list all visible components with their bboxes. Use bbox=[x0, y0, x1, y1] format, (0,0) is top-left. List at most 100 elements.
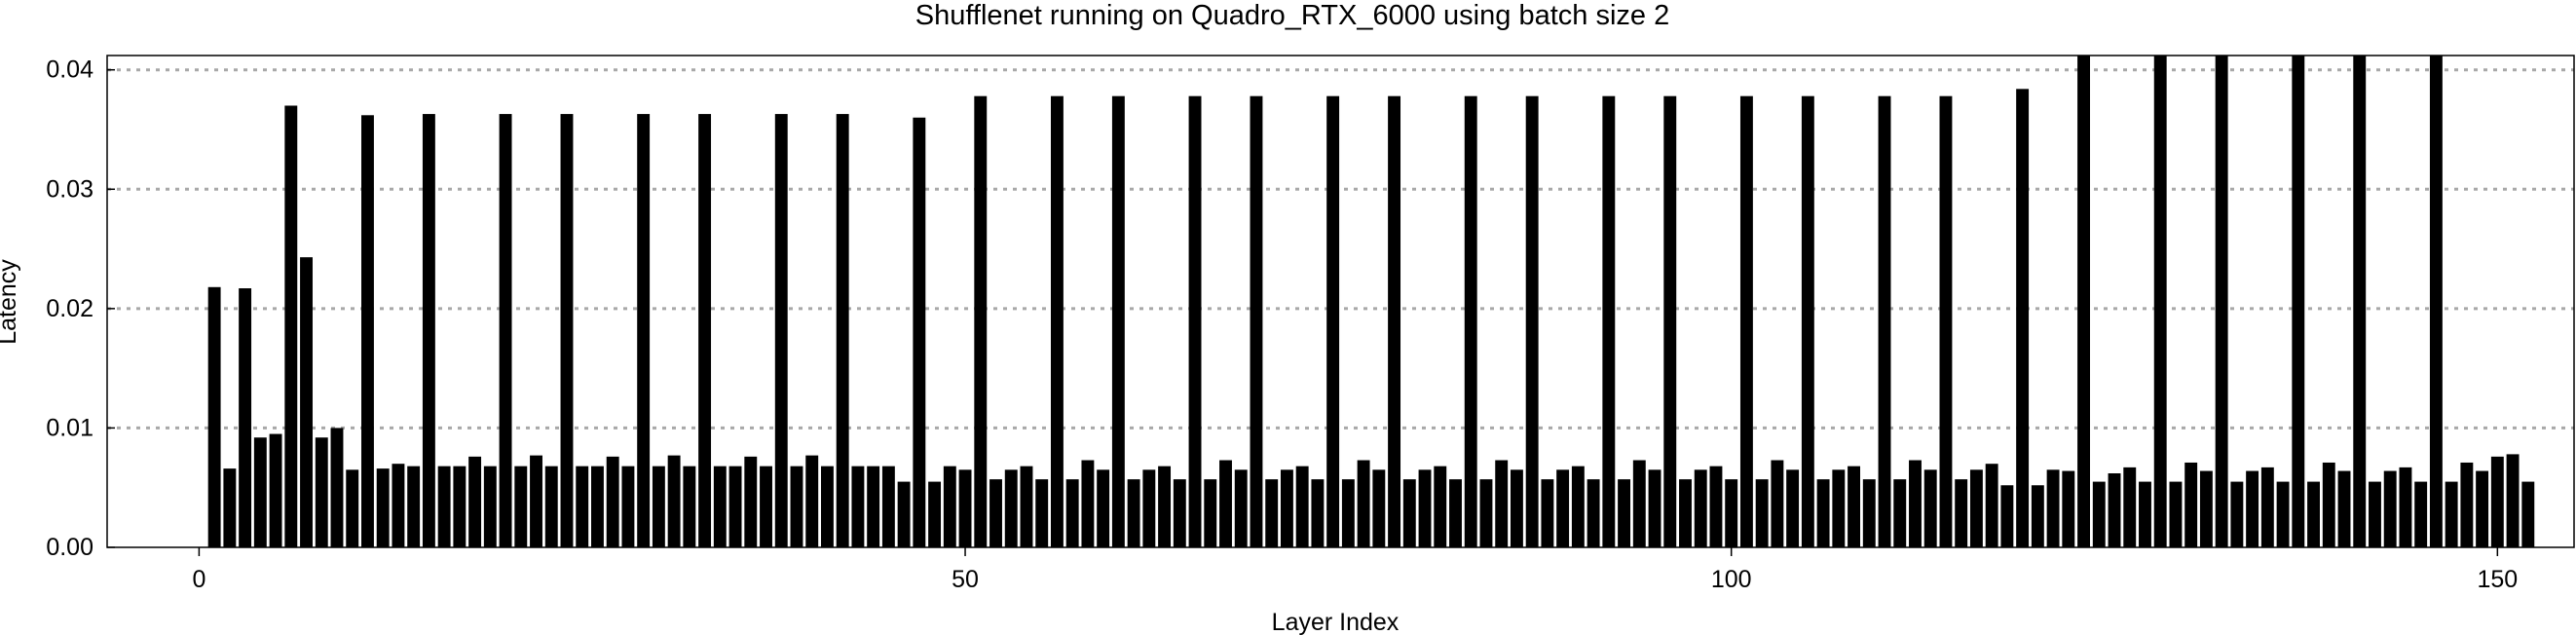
bar bbox=[2476, 470, 2489, 547]
bar bbox=[1097, 469, 1110, 547]
bar bbox=[1510, 469, 1523, 547]
bar bbox=[867, 466, 880, 547]
bar bbox=[499, 114, 512, 548]
bar bbox=[253, 437, 267, 547]
bar bbox=[1878, 95, 1891, 548]
bar bbox=[300, 257, 313, 547]
bar bbox=[223, 468, 237, 547]
x-axis-label: Layer Index bbox=[1272, 609, 1400, 635]
bar bbox=[2169, 481, 2183, 547]
bar bbox=[2445, 481, 2458, 547]
bar bbox=[2322, 462, 2335, 547]
y-tick-label: 0.00 bbox=[46, 534, 93, 561]
bar bbox=[989, 479, 1002, 547]
bar bbox=[1004, 469, 1018, 547]
bar bbox=[1618, 479, 1631, 547]
bar bbox=[437, 466, 451, 547]
bar bbox=[1372, 469, 1386, 547]
bar bbox=[2399, 467, 2412, 547]
bar bbox=[820, 466, 834, 547]
bar bbox=[667, 455, 681, 547]
bar bbox=[2337, 470, 2351, 547]
bar bbox=[1909, 460, 1922, 547]
bar bbox=[1893, 479, 1907, 547]
bar bbox=[1050, 95, 1064, 548]
bar bbox=[790, 466, 803, 547]
axis-ticks: 0.00 0.01 0.02 0.03 0.04 0 50 100 150 bbox=[46, 56, 2518, 593]
bar bbox=[2215, 56, 2228, 547]
bar bbox=[1020, 466, 1033, 547]
bar bbox=[1173, 479, 1186, 547]
bar bbox=[606, 456, 619, 547]
bar bbox=[897, 481, 911, 547]
bar bbox=[1786, 469, 1800, 547]
bar bbox=[346, 469, 359, 547]
bar bbox=[1341, 479, 1355, 547]
bar bbox=[269, 433, 282, 547]
bar bbox=[958, 469, 972, 547]
bar bbox=[2260, 467, 2274, 547]
bar bbox=[1832, 469, 1846, 547]
bar bbox=[2046, 469, 2060, 547]
bar bbox=[1801, 95, 1814, 548]
bar bbox=[1234, 469, 1248, 547]
bar bbox=[315, 437, 328, 547]
bar bbox=[1418, 469, 1432, 547]
x-tick-label: 50 bbox=[952, 566, 979, 593]
bar bbox=[1663, 95, 1677, 548]
bar bbox=[2077, 56, 2090, 547]
x-tick-label: 0 bbox=[192, 566, 205, 593]
bar bbox=[1694, 469, 1707, 547]
bar bbox=[1632, 460, 1646, 547]
bar bbox=[913, 117, 926, 548]
bar bbox=[2031, 485, 2044, 547]
bar bbox=[591, 466, 604, 547]
bar bbox=[728, 466, 742, 547]
bar bbox=[453, 466, 467, 547]
y-axis-label: Latency bbox=[0, 259, 21, 345]
bar bbox=[330, 428, 344, 547]
bar bbox=[1862, 479, 1876, 547]
bar bbox=[652, 466, 665, 547]
bar bbox=[1142, 469, 1156, 547]
bar bbox=[284, 105, 298, 547]
y-tick-label: 0.03 bbox=[46, 175, 93, 203]
bar bbox=[2353, 56, 2367, 547]
bar bbox=[1219, 460, 1232, 547]
bar bbox=[1771, 460, 1784, 547]
bar bbox=[2521, 481, 2535, 547]
bar bbox=[1388, 95, 1401, 548]
chart-title: Shufflenet running on Quadro_RTX_6000 us… bbox=[915, 0, 1669, 31]
bar bbox=[943, 466, 956, 547]
bar bbox=[1648, 469, 1661, 547]
bar bbox=[1587, 479, 1600, 547]
bar bbox=[1571, 466, 1585, 547]
bar bbox=[1434, 466, 1447, 547]
bar bbox=[239, 288, 252, 547]
bar bbox=[637, 114, 651, 548]
bar bbox=[530, 455, 542, 547]
gridlines bbox=[107, 68, 2574, 430]
bar bbox=[1602, 95, 1616, 548]
bar bbox=[2460, 462, 2474, 547]
bar bbox=[544, 466, 558, 547]
bar bbox=[1709, 466, 1723, 547]
bar bbox=[1939, 95, 1953, 548]
bar bbox=[1969, 469, 1983, 547]
bar bbox=[392, 464, 405, 547]
bar bbox=[774, 114, 788, 548]
bar bbox=[2108, 473, 2121, 547]
bar bbox=[1449, 479, 1462, 547]
bar bbox=[2490, 456, 2504, 547]
bar bbox=[621, 466, 635, 547]
bar bbox=[1295, 466, 1309, 547]
bar bbox=[1679, 479, 1692, 547]
bar bbox=[2383, 470, 2397, 547]
bar bbox=[2139, 481, 2151, 547]
bar bbox=[1755, 479, 1769, 547]
bar bbox=[1985, 464, 1998, 547]
bar bbox=[1816, 479, 1830, 547]
plot-frame bbox=[106, 55, 2575, 548]
bar bbox=[851, 466, 865, 547]
